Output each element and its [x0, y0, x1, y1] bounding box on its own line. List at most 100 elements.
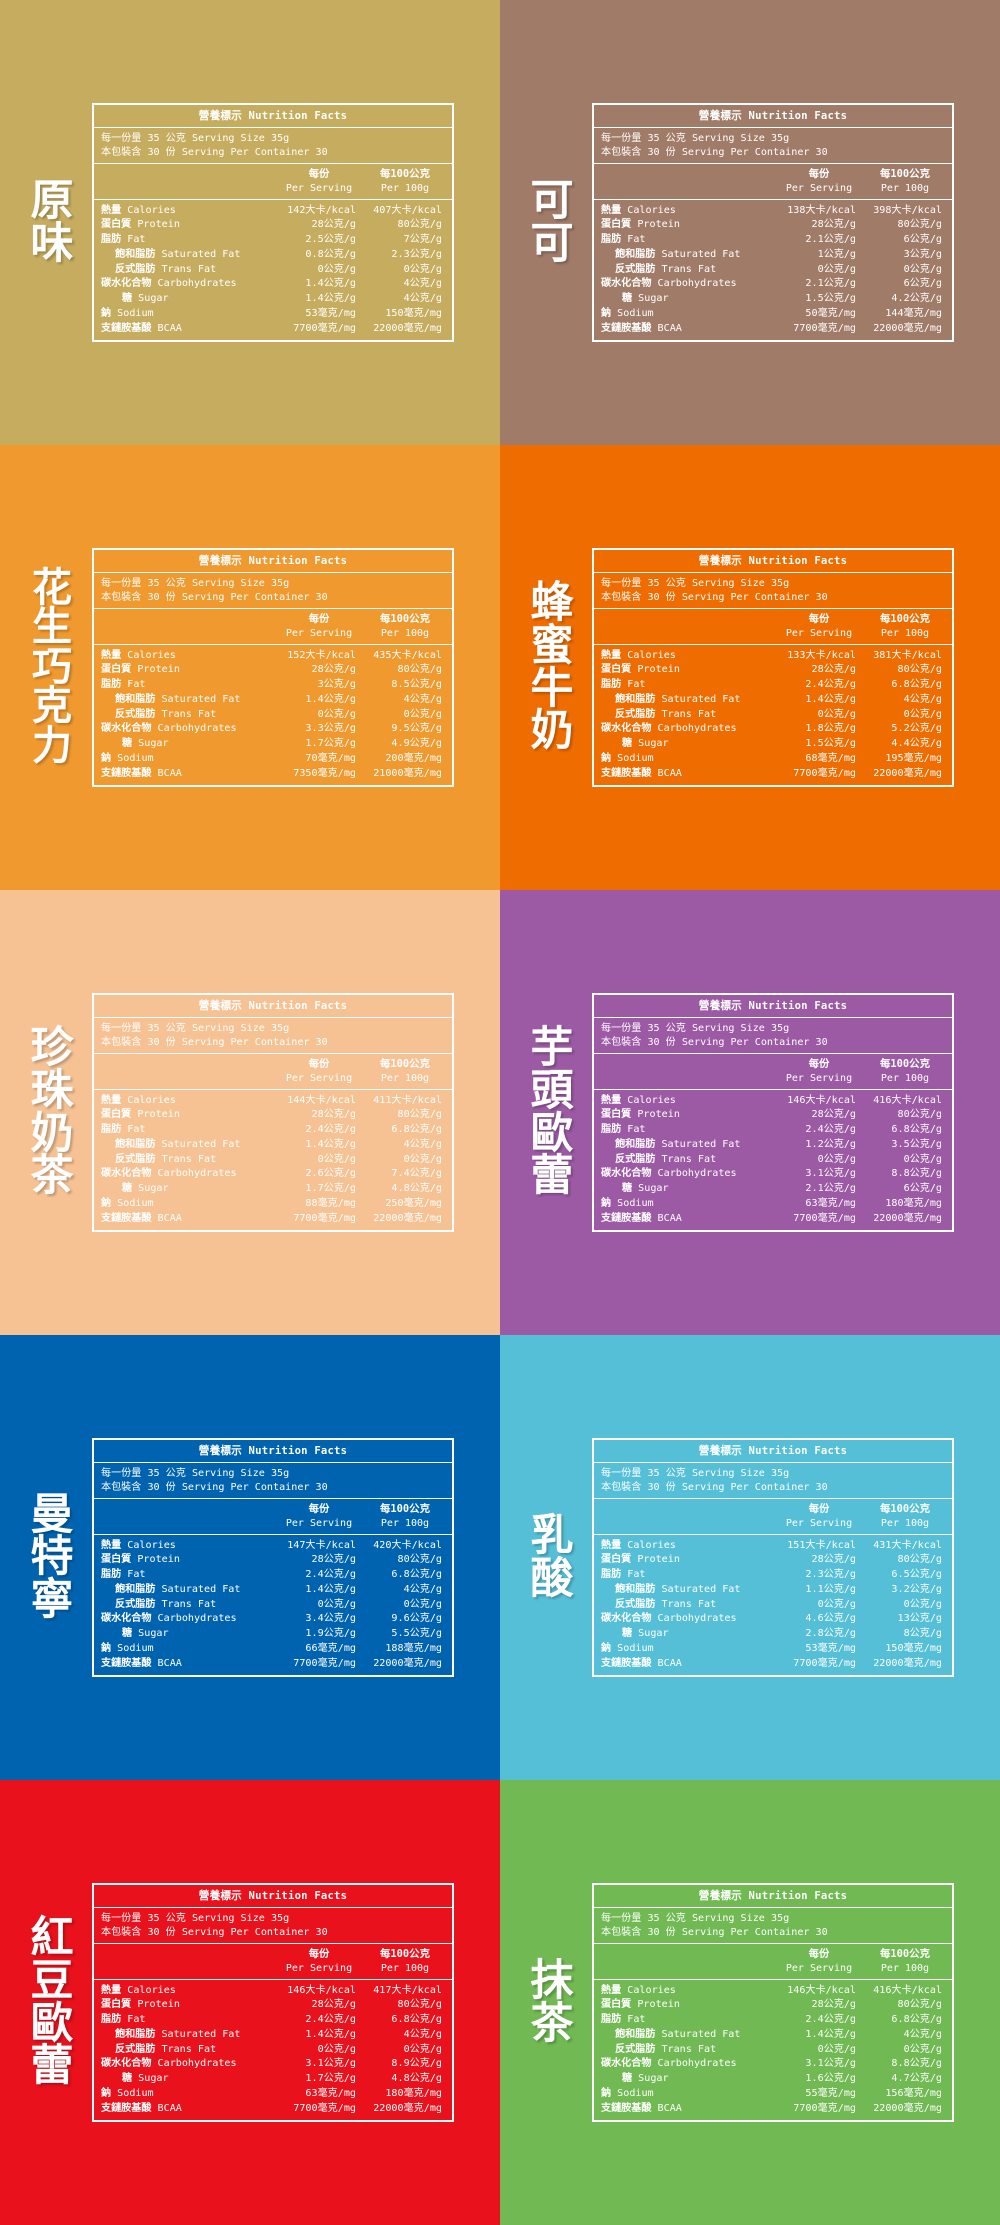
nutrient-row: 脂肪 Fat 2.4公克/g 6.8公克/g [594, 2013, 948, 2028]
value-per-serving: 138大卡/kcal [787, 204, 856, 216]
value-per-100g: 80公克/g [897, 1999, 943, 2011]
value-per-serving: 0公克/g [317, 2043, 356, 2055]
nutrient-row: 碳水化合物 Carbohydrates 4.6公克/g 13公克/g [594, 1612, 948, 1627]
nutrient-row: 脂肪 Fat 2.4公克/g 6.8公克/g [94, 1123, 448, 1138]
nutrient-row: 碳水化合物 Carbohydrates 3.1公克/g 8.9公克/g [94, 2057, 448, 2072]
column-headers: 每份 Per Serving 每100公克 Per 100g [594, 609, 952, 645]
value-per-100g: 416大卡/kcal [873, 1984, 942, 1996]
column-header-en: Per 100g [380, 1962, 430, 1974]
flavor-panel: 乳酸 營養標示 Nutrition Facts 每一份量 35 公克 Serving… [500, 1335, 1000, 1780]
value-per-serving: 0公克/g [817, 2043, 856, 2055]
flavor-panel: 花生巧克力 營養標示 Nutrition Facts 每一份量 35 公克 Serv… [0, 445, 500, 890]
value-per-100g: 0公克/g [403, 263, 442, 275]
value-per-100g: 4公克/g [403, 2028, 442, 2040]
nutrition-facts-title: 營養標示 Nutrition Facts [594, 995, 952, 1019]
nutrient-row: 鈉 Sodium 53毫克/mg 150毫克/mg [94, 306, 448, 321]
value-per-serving: 28公克/g [811, 664, 857, 676]
nutrient-rows: 熱量 Calories 146大卡/kcal 417大卡/kcal 蛋白質 Prote… [94, 1980, 452, 2120]
nutrient-row: 飽和脂肪 Saturated Fat 1.4公克/g 4公克/g [594, 692, 948, 707]
nutrient-label: 糖 Sugar [622, 2073, 669, 2085]
nutrient-label: 糖 Sugar [622, 738, 669, 750]
nutrient-label: 蛋白質 Protein [601, 219, 680, 231]
value-per-serving: 0公克/g [317, 1153, 356, 1165]
value-per-100g: 4.8公克/g [391, 1183, 442, 1195]
value-per-100g: 180毫克/mg [885, 1198, 942, 1210]
column-header-zh: 每100公克 [880, 168, 930, 181]
nutrient-label: 反式脂肪 Trans Fat [115, 1153, 217, 1165]
serving-info: 每一份量 35 公克 Serving Size 35g 本包裝含 30 份 Ser… [594, 128, 952, 165]
value-per-serving: 1.9公克/g [305, 1628, 356, 1640]
serving-size: 每一份量 35 公克 Serving Size 35g [601, 1468, 790, 1480]
value-per-100g: 5.5公克/g [391, 1628, 442, 1640]
column-header-zh: 每份 [308, 168, 330, 181]
value-per-serving: 28公克/g [311, 1999, 357, 2011]
nutrition-facts-table: 營養標示 Nutrition Facts 每一份量 35 公克 Serving S… [92, 548, 454, 787]
value-per-serving: 2.1公克/g [805, 234, 856, 246]
value-per-100g: 0公克/g [903, 708, 942, 720]
nutrient-label: 支鏈胺基酸 BCAA [601, 2102, 682, 2114]
serving-size: 每一份量 35 公克 Serving Size 35g [101, 1023, 290, 1035]
nutrient-row: 蛋白質 Protein 28公克/g 80公克/g [594, 218, 948, 233]
nutrient-label: 飽和脂肪 Saturated Fat [115, 1583, 241, 1595]
column-header-zh: 每100公克 [380, 168, 430, 181]
nutrient-row: 飽和脂肪 Saturated Fat 1.4公克/g 4公克/g [94, 2027, 448, 2042]
value-per-100g: 4.4公克/g [891, 738, 942, 750]
column-header-per-100g: 每100公克 Per 100g [362, 168, 448, 195]
nutrient-label: 鈉 Sodium [101, 1643, 154, 1655]
column-header-en: Per Serving [785, 1962, 853, 1974]
value-per-100g: 0公克/g [903, 1153, 942, 1165]
column-header-en: Per Serving [785, 182, 853, 194]
flavor-name: 抹茶 [530, 1955, 574, 2049]
column-header-per-serving: 每份 Per Serving [276, 1503, 362, 1530]
serving-info: 每一份量 35 公克 Serving Size 35g 本包裝含 30 份 Ser… [594, 573, 952, 610]
column-headers: 每份 Per Serving 每100公克 Per 100g [94, 1944, 452, 1980]
nutrient-label: 飽和脂肪 Saturated Fat [615, 1583, 741, 1595]
nutrient-label: 碳水化合物 Carbohydrates [601, 1168, 737, 1180]
nutrient-row: 鈉 Sodium 55毫克/mg 156毫克/mg [594, 2086, 948, 2101]
value-per-serving: 7700毫克/mg [793, 2102, 856, 2114]
nutrient-row: 鈉 Sodium 63毫克/mg 180毫克/mg [594, 1196, 948, 1211]
value-per-100g: 435大卡/kcal [373, 649, 442, 661]
value-per-serving: 0公克/g [817, 708, 856, 720]
value-per-100g: 80公克/g [897, 1554, 943, 1566]
value-per-100g: 4公克/g [403, 278, 442, 290]
serving-size: 每一份量 35 公克 Serving Size 35g [601, 578, 790, 590]
column-header-spacer [594, 613, 776, 640]
nutrient-row: 鈉 Sodium 88毫克/mg 250毫克/mg [94, 1196, 448, 1211]
value-per-100g: 4.2公克/g [891, 293, 942, 305]
nutrient-row: 鈉 Sodium 68毫克/mg 195毫克/mg [594, 751, 948, 766]
value-per-serving: 3.1公克/g [305, 2058, 356, 2070]
value-per-100g: 8.5公克/g [391, 679, 442, 691]
serving-size: 每一份量 35 公克 Serving Size 35g [101, 1468, 290, 1480]
nutrient-label: 熱量 Calories [101, 1094, 176, 1106]
nutrient-label: 碳水化合物 Carbohydrates [101, 278, 237, 290]
nutrient-label: 反式脂肪 Trans Fat [615, 263, 717, 275]
nutrient-row: 支鏈胺基酸 BCAA 7700毫克/mg 22000毫克/mg [594, 1656, 948, 1671]
value-per-serving: 146大卡/kcal [787, 1094, 856, 1106]
column-header-per-100g: 每100公克 Per 100g [362, 1058, 448, 1085]
flavor-name: 乳酸 [530, 1510, 574, 1604]
value-per-serving: 1.4公克/g [305, 1583, 356, 1595]
value-per-100g: 150毫克/mg [385, 308, 442, 320]
value-per-100g: 22000毫克/mg [873, 1657, 942, 1669]
nutrient-label: 脂肪 Fat [601, 679, 646, 691]
flavor-name: 曼特寧 [30, 1489, 74, 1625]
nutrient-row: 脂肪 Fat 2.1公克/g 6公克/g [594, 233, 948, 248]
value-per-100g: 22000毫克/mg [373, 2102, 442, 2114]
value-per-100g: 3.2公克/g [891, 1583, 942, 1595]
nutrient-label: 蛋白質 Protein [101, 219, 180, 231]
value-per-100g: 4.9公克/g [391, 738, 442, 750]
value-per-100g: 80公克/g [397, 664, 443, 676]
value-per-serving: 7350毫克/mg [293, 767, 356, 779]
nutrient-row: 熱量 Calories 152大卡/kcal 435大卡/kcal [94, 648, 448, 663]
value-per-100g: 6.8公克/g [391, 1569, 442, 1581]
nutrient-label: 支鏈胺基酸 BCAA [601, 767, 682, 779]
value-per-serving: 63毫克/mg [805, 1198, 856, 1210]
column-header-per-100g: 每100公克 Per 100g [862, 1503, 948, 1530]
flavor-panel: 紅豆歐蕾 營養標示 Nutrition Facts 每一份量 35 公克 Servi… [0, 1780, 500, 2225]
nutrient-label: 支鏈胺基酸 BCAA [101, 2102, 182, 2114]
nutrient-row: 糖 Sugar 1.9公克/g 5.5公克/g [94, 1627, 448, 1642]
nutrient-label: 鈉 Sodium [101, 1198, 154, 1210]
serving-info: 每一份量 35 公克 Serving Size 35g 本包裝含 30 份 Ser… [94, 128, 452, 165]
column-header-spacer [94, 1058, 276, 1085]
